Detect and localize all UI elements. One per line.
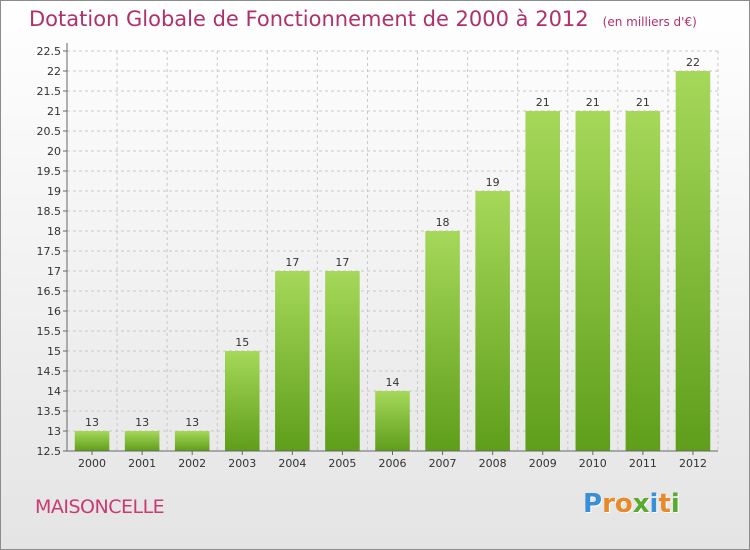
x-tick-label: 2012 xyxy=(679,457,707,470)
x-tick-label: 2004 xyxy=(278,457,306,470)
bar-2010 xyxy=(575,111,611,451)
title-text: Dotation Globale de Fonctionnement de 20… xyxy=(29,7,589,31)
x-tick-label: 2006 xyxy=(379,457,407,470)
bar-2006 xyxy=(375,391,410,451)
logo-letter: i xyxy=(649,489,659,519)
y-tick-label: 14.5 xyxy=(37,365,62,378)
y-tick-label: 19 xyxy=(47,185,61,198)
y-tick-label: 15.5 xyxy=(37,325,62,338)
y-tick-label: 18 xyxy=(47,225,61,238)
y-tick-label: 16.5 xyxy=(37,285,62,298)
bar-2000 xyxy=(74,431,110,451)
data-label: 19 xyxy=(486,176,500,189)
logo-letter: i xyxy=(670,489,680,519)
data-label: 22 xyxy=(686,56,700,69)
bar-2008 xyxy=(475,191,510,451)
x-tick-label: 2011 xyxy=(629,457,657,470)
chart-title: Dotation Globale de Fonctionnement de 20… xyxy=(29,7,697,31)
y-tick-label: 20 xyxy=(47,145,61,158)
bar-2001 xyxy=(124,431,160,451)
x-tick-label: 2002 xyxy=(178,457,206,470)
y-tick-label: 14 xyxy=(47,385,61,398)
data-label: 18 xyxy=(436,216,450,229)
bar-2011 xyxy=(625,111,661,451)
x-tick-label: 2000 xyxy=(78,457,106,470)
y-tick-label: 19.5 xyxy=(37,165,62,178)
data-label: 21 xyxy=(636,96,650,109)
bar-2005 xyxy=(325,271,360,451)
logo-letter: t xyxy=(658,489,671,519)
y-tick-label: 21 xyxy=(47,105,61,118)
x-tick-label: 2007 xyxy=(429,457,457,470)
data-label: 17 xyxy=(335,256,349,269)
bar-2004 xyxy=(275,271,310,451)
proxiti-logo[interactable]: Proxiti xyxy=(583,489,680,519)
y-tick-label: 18.5 xyxy=(37,205,62,218)
logo-letter: r xyxy=(602,489,615,519)
data-label: 13 xyxy=(85,416,99,429)
unit-text: (en milliers d'€) xyxy=(602,15,697,29)
data-label: 21 xyxy=(536,96,550,109)
y-tick-label: 15 xyxy=(47,345,61,358)
data-label: 17 xyxy=(285,256,299,269)
y-tick-label: 13 xyxy=(47,425,61,438)
logo-letter: P xyxy=(583,489,603,519)
bar-2012 xyxy=(675,71,711,451)
bar-2009 xyxy=(525,111,561,451)
x-tick-label: 2001 xyxy=(128,457,156,470)
data-label: 13 xyxy=(185,416,199,429)
data-label: 15 xyxy=(235,336,249,349)
x-tick-label: 2009 xyxy=(529,457,557,470)
x-tick-label: 2003 xyxy=(228,457,256,470)
x-tick-label: 2008 xyxy=(479,457,507,470)
y-tick-label: 17 xyxy=(47,265,61,278)
x-tick-label: 2010 xyxy=(579,457,607,470)
y-tick-label: 20.5 xyxy=(37,125,62,138)
y-tick-label: 17.5 xyxy=(37,245,62,258)
y-tick-label: 21.5 xyxy=(37,85,62,98)
axes xyxy=(63,43,718,455)
y-tick-label: 12.5 xyxy=(37,445,62,458)
logo-letter: x xyxy=(632,489,650,519)
data-label: 13 xyxy=(135,416,149,429)
logo-letter: o xyxy=(614,489,633,519)
commune-name: MAISONCELLE xyxy=(35,496,165,518)
bar-2007 xyxy=(425,231,460,451)
y-tick-label: 22.5 xyxy=(37,45,62,58)
y-tick-label: 16 xyxy=(47,305,61,318)
data-label: 14 xyxy=(386,376,400,389)
x-tick-label: 2005 xyxy=(328,457,356,470)
data-label: 21 xyxy=(586,96,600,109)
bar-2002 xyxy=(174,431,210,451)
labels: 12.5 13 13.5 14 14.5 15 15.5 16 16.5 17 17.5 18 18.5… xyxy=(37,45,707,470)
y-tick-label: 22 xyxy=(47,65,61,78)
bar-2003 xyxy=(224,351,260,451)
bars xyxy=(74,71,711,451)
y-tick-label: 13.5 xyxy=(37,405,62,418)
